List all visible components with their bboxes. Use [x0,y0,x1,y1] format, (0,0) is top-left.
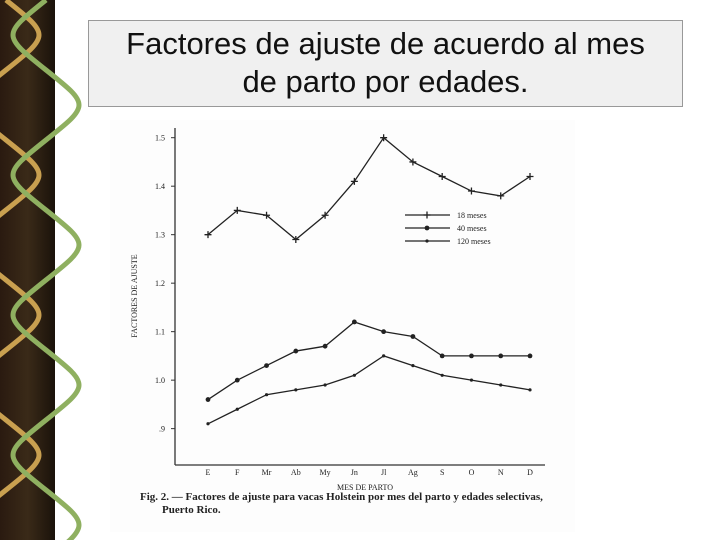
marker [469,378,474,382]
marker [439,353,445,359]
series-line [207,321,530,401]
caption: Fig. 2. — Factores de ajuste para vacas … [140,491,546,516]
marker [424,225,430,231]
marker [528,388,532,392]
marker [440,373,444,377]
marker [234,377,240,383]
marker [382,354,386,358]
x-tick-label: My [320,468,331,477]
marker [350,177,358,185]
marker [292,236,300,244]
y-tick-label: 1.0 [155,376,165,385]
dna-helix [0,0,42,499]
x-tick-label: E [206,468,211,477]
marker [380,134,388,142]
slide-title: Factores de ajuste de acuerdo al mes de … [126,26,645,99]
marker [499,383,503,387]
marker [410,334,416,339]
marker [526,172,534,180]
marker [206,422,210,426]
x-tick-label: F [235,468,240,477]
x-tick-label: N [498,468,504,477]
dna-strip [0,0,55,540]
marker [321,211,329,219]
marker [425,239,429,243]
marker [205,397,211,402]
series-line [207,136,531,241]
marker [381,329,387,335]
marker [409,158,417,166]
marker [352,373,356,377]
marker [264,363,269,368]
marker [498,353,504,359]
x-tick-label: O [469,468,475,477]
x-tick-label: Ag [408,468,418,477]
marker [235,407,239,411]
marker [351,319,357,325]
legend-label: 40 meses [457,224,487,233]
x-tick-label: S [440,468,444,477]
y-tick-label: 1.3 [155,231,165,240]
marker [263,211,271,219]
x-axis-label: MES DE PARTO [337,483,393,492]
y-tick-label: 1.2 [155,279,165,288]
x-tick-label: Ab [291,468,301,477]
marker [264,393,269,397]
title-box: Factores de ajuste de acuerdo al mes de … [88,20,683,107]
legend-label: 18 meses [457,211,487,220]
marker [411,363,415,368]
marker [323,383,327,387]
marker [294,388,298,392]
series-line [207,355,531,425]
marker [423,211,431,219]
marker [438,172,446,180]
scan-area [110,120,575,532]
x-tick-label: Jl [381,468,387,477]
y-tick-label: 1.4 [155,182,165,191]
marker [497,192,505,200]
y-tick-label: .9 [159,425,165,434]
marker [527,353,533,359]
marker [469,353,474,359]
y-tick-label: 1.1 [155,328,165,337]
x-tick-label: Jn [351,468,358,477]
marker [293,348,299,354]
x-tick-label: Mr [262,468,272,477]
x-tick-label: D [527,468,533,477]
dna-helix [10,0,82,540]
y-axis-label: FACTORES DE AJUSTE [130,254,139,337]
marker [204,231,212,239]
marker [233,206,241,214]
marker [467,187,475,195]
legend-label: 120 meses [457,237,491,246]
y-tick-label: 1.5 [155,134,165,143]
marker [322,343,328,349]
